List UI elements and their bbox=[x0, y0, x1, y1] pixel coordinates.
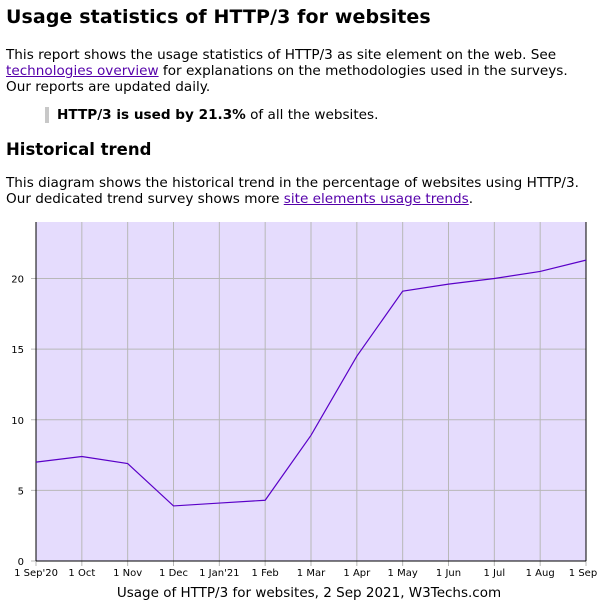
trend-description: This diagram shows the historical trend … bbox=[6, 175, 596, 207]
usage-stat: HTTP/3 is used by 21.3% of all the websi… bbox=[45, 107, 378, 123]
intro-text-after: for explanations on the methodologies us… bbox=[6, 63, 568, 95]
y-tick-label: 0 bbox=[18, 557, 24, 568]
x-tick-label: 1 Dec bbox=[159, 568, 188, 579]
x-tick-label: 1 Jun bbox=[436, 568, 461, 579]
desc-text-before: This diagram shows the historical trend … bbox=[6, 175, 579, 207]
usage-stat-rest: of all the websites. bbox=[245, 107, 379, 123]
usage-stat-bold: HTTP/3 is used by 21.3% bbox=[57, 107, 246, 123]
desc-text-after: . bbox=[468, 191, 474, 207]
x-tick-label: 1 Sep'20 bbox=[14, 568, 58, 579]
y-tick-label: 15 bbox=[11, 345, 24, 356]
site-elements-trends-link[interactable]: site elements usage trends bbox=[283, 191, 469, 207]
x-tick-label: 1 Apr bbox=[343, 568, 371, 579]
y-tick-label: 20 bbox=[11, 275, 24, 286]
y-tick-label: 10 bbox=[11, 416, 24, 427]
x-tick-label: 1 Sep bbox=[569, 568, 597, 579]
x-tick-label: 1 Jul bbox=[484, 568, 506, 579]
x-tick-label: 1 May bbox=[388, 568, 418, 579]
section-heading: Historical trend bbox=[6, 140, 152, 159]
x-tick-label: 1 Mar bbox=[297, 568, 326, 579]
x-tick-label: 1 Feb bbox=[252, 568, 279, 579]
chart-caption: Usage of HTTP/3 for websites, 2 Sep 2021… bbox=[117, 585, 501, 601]
technologies-overview-link[interactable]: technologies overview bbox=[6, 63, 159, 79]
y-tick-label: 5 bbox=[18, 486, 24, 497]
page-title: Usage statistics of HTTP/3 for websites bbox=[6, 6, 431, 28]
intro-text-before: This report shows the usage statistics o… bbox=[6, 47, 557, 63]
x-tick-label: 1 Jan'21 bbox=[199, 568, 239, 579]
http3-usage-line bbox=[35, 259, 587, 507]
x-tick-label: 1 Oct bbox=[68, 568, 95, 579]
x-tick-label: 1 Aug bbox=[526, 568, 555, 579]
intro-paragraph: This report shows the usage statistics o… bbox=[6, 47, 596, 95]
x-tick-label: 1 Nov bbox=[113, 568, 142, 579]
